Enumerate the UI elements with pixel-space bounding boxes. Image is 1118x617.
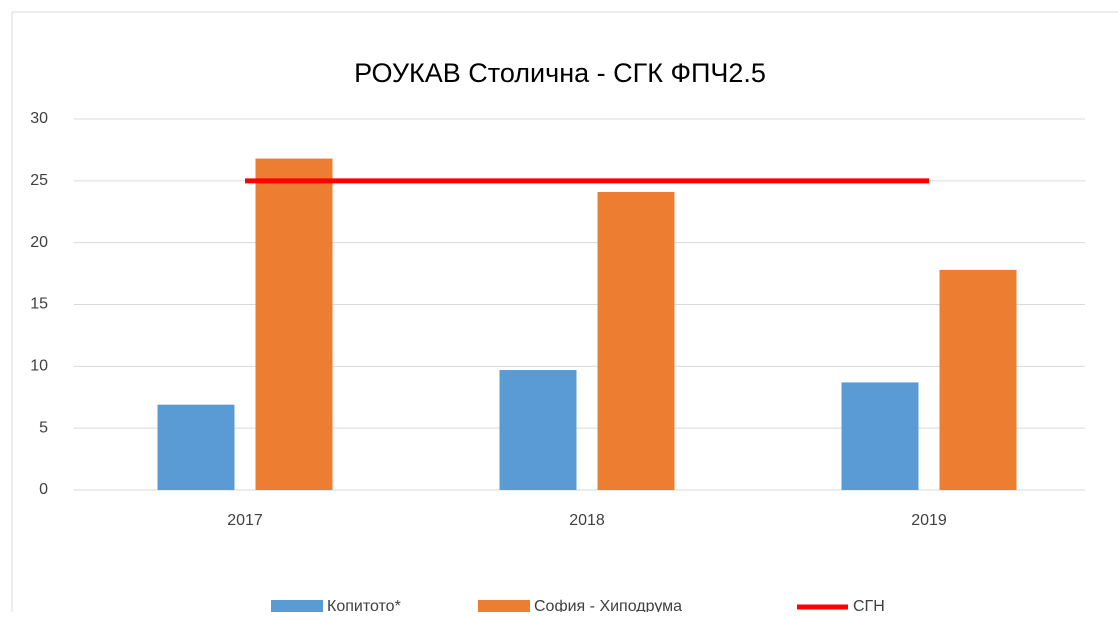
y-tick-label: 30	[30, 110, 48, 127]
y-tick-label: 10	[30, 358, 48, 375]
chart-title: РОУКАВ Столична - СГК ФПЧ2.5	[354, 58, 766, 88]
bar	[499, 370, 577, 490]
y-tick-label: 20	[30, 234, 48, 251]
y-tick-label: 0	[39, 481, 48, 498]
legend-label: СГН	[853, 598, 885, 612]
bar	[939, 269, 1017, 490]
bar	[597, 191, 675, 491]
bar	[255, 158, 333, 490]
y-tick-label: 15	[30, 296, 48, 313]
bar	[841, 382, 919, 490]
x-tick-label: 2017	[227, 512, 263, 529]
legend-swatch	[271, 600, 323, 614]
legend-label: София - Хиподрума	[534, 598, 682, 612]
y-tick-label: 25	[30, 172, 48, 189]
x-tick-label: 2019	[911, 512, 947, 529]
y-tick-label: 5	[39, 419, 48, 436]
x-tick-label: 2018	[569, 512, 605, 529]
legend-swatch	[478, 600, 530, 614]
chart-border	[11, 11, 1118, 617]
legend-label: Копитото*	[327, 598, 401, 612]
bar	[157, 404, 235, 490]
